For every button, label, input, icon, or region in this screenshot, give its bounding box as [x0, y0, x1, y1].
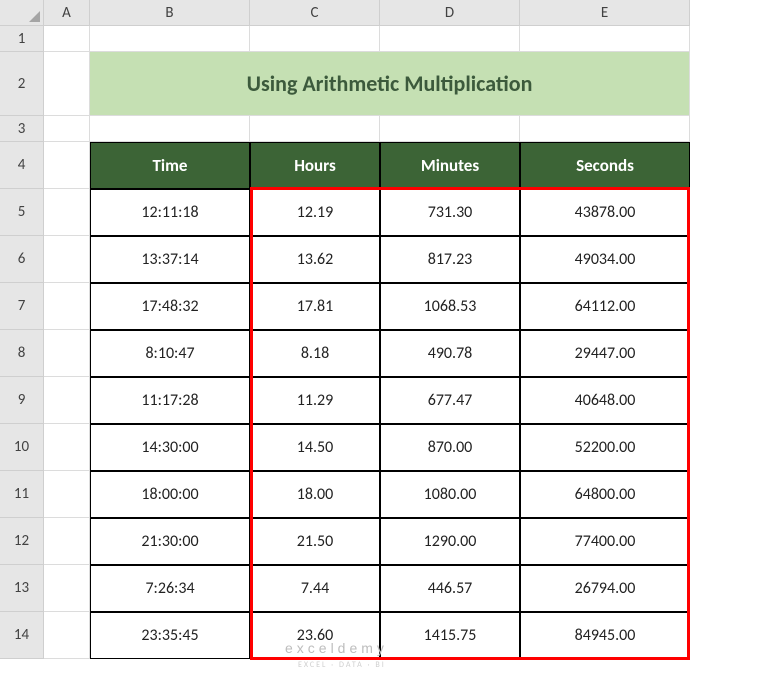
cell-a3[interactable]: [44, 116, 90, 142]
cell-c12[interactable]: 21.50: [250, 518, 380, 565]
cell-a12[interactable]: [44, 518, 90, 565]
cell-d6[interactable]: 817.23: [380, 236, 520, 283]
cell-b14[interactable]: 23:35:45: [90, 612, 250, 659]
cell-a1[interactable]: [44, 26, 90, 52]
cell-b5[interactable]: 12:11:18: [90, 189, 250, 236]
row-header-9[interactable]: 9: [0, 377, 44, 424]
cell-a4[interactable]: [44, 142, 90, 189]
cell-b8[interactable]: 8:10:47: [90, 330, 250, 377]
cell-e10[interactable]: 52200.00: [520, 424, 690, 471]
cell-a14[interactable]: [44, 612, 90, 659]
cell-c1[interactable]: [250, 26, 380, 52]
cell-b6[interactable]: 13:37:14: [90, 236, 250, 283]
cell-e5[interactable]: 43878.00: [520, 189, 690, 236]
col-header-a[interactable]: A: [44, 0, 90, 26]
row-header-1[interactable]: 1: [0, 26, 44, 52]
cell-d13[interactable]: 446.57: [380, 565, 520, 612]
cell-c7[interactable]: 17.81: [250, 283, 380, 330]
cell-d12[interactable]: 1290.00: [380, 518, 520, 565]
cell-c3[interactable]: [250, 116, 380, 142]
row-header-7[interactable]: 7: [0, 283, 44, 330]
cell-c11[interactable]: 18.00: [250, 471, 380, 518]
cell-e11[interactable]: 64800.00: [520, 471, 690, 518]
cell-d10[interactable]: 870.00: [380, 424, 520, 471]
cell-e6[interactable]: 49034.00: [520, 236, 690, 283]
cell-e12[interactable]: 77400.00: [520, 518, 690, 565]
cell-b3[interactable]: [90, 116, 250, 142]
cell-d11[interactable]: 1080.00: [380, 471, 520, 518]
cell-a2[interactable]: [44, 52, 90, 116]
cell-d14[interactable]: 1415.75: [380, 612, 520, 659]
col-header-b[interactable]: B: [90, 0, 250, 26]
cell-e14[interactable]: 84945.00: [520, 612, 690, 659]
row-header-6[interactable]: 6: [0, 236, 44, 283]
cell-c13[interactable]: 7.44: [250, 565, 380, 612]
cell-b11[interactable]: 18:00:00: [90, 471, 250, 518]
row-header-8[interactable]: 8: [0, 330, 44, 377]
cell-d8[interactable]: 490.78: [380, 330, 520, 377]
select-all-corner[interactable]: [0, 0, 44, 26]
cell-e8[interactable]: 29447.00: [520, 330, 690, 377]
cell-a6[interactable]: [44, 236, 90, 283]
cell-a8[interactable]: [44, 330, 90, 377]
cell-c6[interactable]: 13.62: [250, 236, 380, 283]
th-hours[interactable]: Hours: [250, 142, 380, 189]
cell-a13[interactable]: [44, 565, 90, 612]
col-header-e[interactable]: E: [520, 0, 690, 26]
cell-b9[interactable]: 11:17:28: [90, 377, 250, 424]
cell-a9[interactable]: [44, 377, 90, 424]
row-header-2[interactable]: 2: [0, 52, 44, 116]
cell-e9[interactable]: 40648.00: [520, 377, 690, 424]
th-seconds[interactable]: Seconds: [520, 142, 690, 189]
cell-e1[interactable]: [520, 26, 690, 52]
cell-c9[interactable]: 11.29: [250, 377, 380, 424]
cell-b12[interactable]: 21:30:00: [90, 518, 250, 565]
row-header-3[interactable]: 3: [0, 116, 44, 142]
cell-e7[interactable]: 64112.00: [520, 283, 690, 330]
row-header-5[interactable]: 5: [0, 189, 44, 236]
cell-c10[interactable]: 14.50: [250, 424, 380, 471]
cell-b1[interactable]: [90, 26, 250, 52]
cell-b13[interactable]: 7:26:34: [90, 565, 250, 612]
cell-d7[interactable]: 1068.53: [380, 283, 520, 330]
row-header-10[interactable]: 10: [0, 424, 44, 471]
spreadsheet-grid: A B C D E 1 2 Using Arithmetic Multiplic…: [0, 0, 768, 659]
title-banner[interactable]: Using Arithmetic Multiplication: [90, 52, 690, 116]
row-header-12[interactable]: 12: [0, 518, 44, 565]
cell-b7[interactable]: 17:48:32: [90, 283, 250, 330]
cell-b10[interactable]: 14:30:00: [90, 424, 250, 471]
cell-a10[interactable]: [44, 424, 90, 471]
watermark-subtext: EXCEL · DATA · BI: [298, 660, 386, 670]
cell-d5[interactable]: 731.30: [380, 189, 520, 236]
cell-c5[interactable]: 12.19: [250, 189, 380, 236]
cell-c14[interactable]: 23.60: [250, 612, 380, 659]
col-header-c[interactable]: C: [250, 0, 380, 26]
cell-d3[interactable]: [380, 116, 520, 142]
cell-a7[interactable]: [44, 283, 90, 330]
cell-c8[interactable]: 8.18: [250, 330, 380, 377]
cell-e13[interactable]: 26794.00: [520, 565, 690, 612]
col-header-d[interactable]: D: [380, 0, 520, 26]
cell-e3[interactable]: [520, 116, 690, 142]
cell-d1[interactable]: [380, 26, 520, 52]
th-time[interactable]: Time: [90, 142, 250, 189]
row-header-13[interactable]: 13: [0, 565, 44, 612]
row-header-11[interactable]: 11: [0, 471, 44, 518]
cell-d9[interactable]: 677.47: [380, 377, 520, 424]
row-header-4[interactable]: 4: [0, 142, 44, 189]
cell-a11[interactable]: [44, 471, 90, 518]
th-minutes[interactable]: Minutes: [380, 142, 520, 189]
cell-a5[interactable]: [44, 189, 90, 236]
row-header-14[interactable]: 14: [0, 612, 44, 659]
